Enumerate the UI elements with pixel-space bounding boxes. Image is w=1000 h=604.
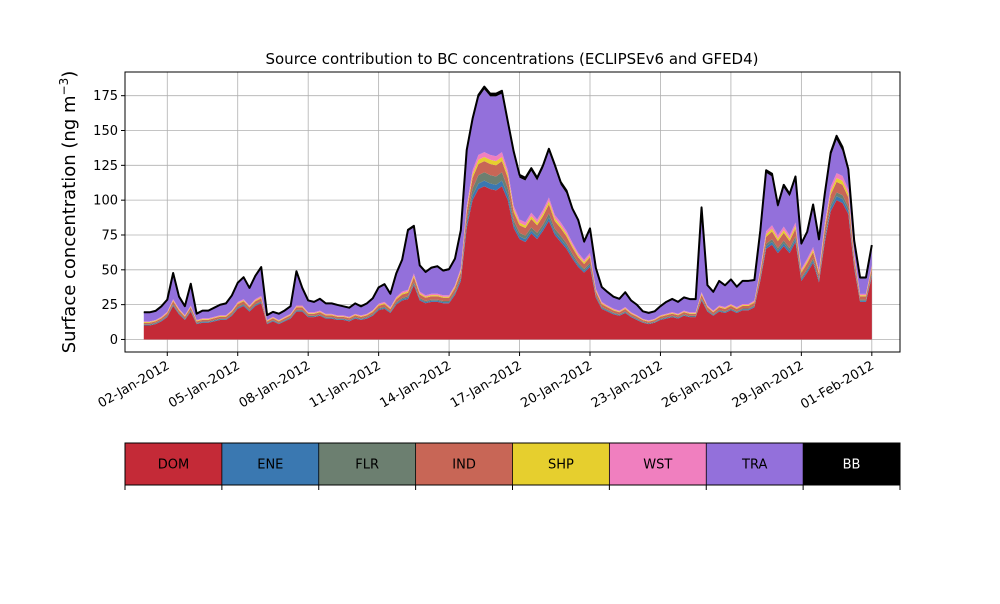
legend-swatch-dom — [125, 443, 222, 485]
legend-swatch-wst — [609, 443, 707, 485]
legend-label-bb: BB — [843, 458, 861, 473]
y-tick-label: 25 — [101, 298, 118, 313]
legend-swatch-ind — [415, 443, 513, 485]
x-tick-label: 17-Jan-2012 — [448, 358, 525, 411]
x-tick-label: 29-Jan-2012 — [730, 358, 807, 411]
x-tick-label: 20-Jan-2012 — [518, 358, 595, 411]
stacked-areas — [143, 85, 873, 340]
legend-swatch-flr — [318, 443, 416, 485]
x-tick-label: 11-Jan-2012 — [307, 358, 384, 411]
legend-label-flr: FLR — [355, 458, 379, 473]
x-tick-label: 14-Jan-2012 — [377, 358, 454, 411]
y-tick-label: 125 — [93, 159, 118, 174]
y-tick-label: 75 — [101, 228, 118, 243]
y-axis-label: Surface concentration (ng m−3) — [57, 71, 80, 354]
x-tick-label: 02-Jan-2012 — [96, 358, 173, 411]
legend-label-wst: WST — [643, 458, 672, 473]
x-tick-label: 08-Jan-2012 — [237, 358, 314, 411]
legend: DOM ENE FLR IND SHP WST TRA BB — [124, 442, 901, 490]
legend-label-ind: IND — [452, 458, 476, 473]
y-tick-label: 150 — [93, 124, 118, 139]
x-tick-label: 26-Jan-2012 — [659, 358, 736, 411]
y-axis-label-close: ) — [59, 71, 80, 78]
chart-title: Source contribution to BC concentrations… — [265, 50, 758, 68]
legend-swatch-ene — [221, 443, 319, 485]
y-tick-label: 50 — [101, 263, 118, 278]
legend-label-tra: TRA — [741, 458, 767, 473]
y-tick-label: 100 — [93, 194, 118, 209]
legend-label-shp: SHP — [548, 458, 574, 473]
legend-swatch-bb — [803, 443, 900, 485]
plot-frame — [124, 71, 901, 353]
x-tick-label: 05-Jan-2012 — [166, 358, 243, 411]
area-tra — [143, 89, 872, 322]
y-axis-label-text: Surface concentration (ng m — [59, 95, 80, 353]
x-tick-label: 01-Feb-2012 — [798, 358, 877, 412]
y-tick-label: 0 — [110, 333, 118, 348]
y-axis-label-exponent: −3 — [57, 78, 71, 96]
legend-swatch-tra — [706, 443, 804, 485]
legend-swatch-shp — [512, 443, 610, 485]
legend-label-ene: ENE — [257, 458, 283, 473]
legend-label-dom: DOM — [158, 458, 189, 473]
y-tick-label: 175 — [93, 89, 118, 104]
area-dom — [143, 186, 872, 340]
x-tick-label: 23-Jan-2012 — [589, 358, 666, 411]
total-line — [143, 85, 873, 317]
